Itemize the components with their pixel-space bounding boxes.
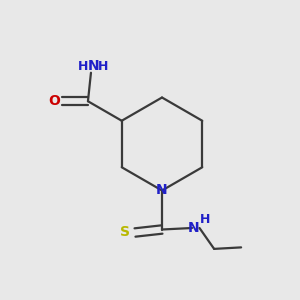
Text: N: N [88, 59, 99, 73]
Text: H: H [200, 213, 210, 226]
Text: H: H [98, 60, 109, 73]
Text: N: N [188, 221, 199, 235]
Text: O: O [48, 94, 60, 108]
Text: N: N [156, 184, 168, 197]
Text: H: H [78, 60, 88, 73]
Text: S: S [120, 226, 130, 239]
